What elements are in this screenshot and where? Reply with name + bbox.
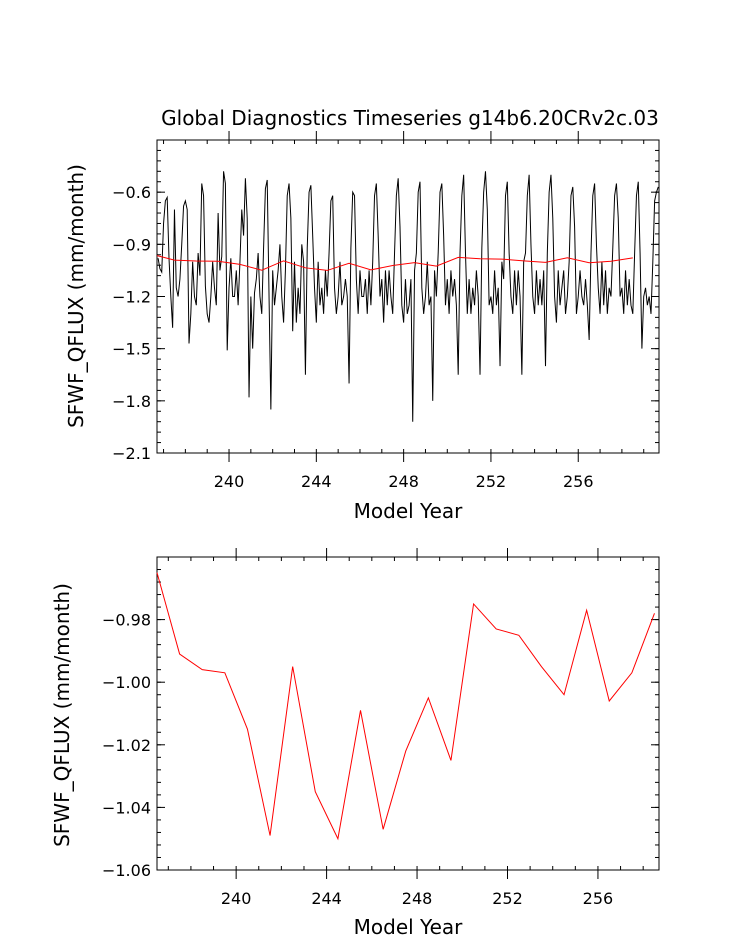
y-axis-top: −2.1 −1.8 −1.5 −1.2 −0.9 −0.6: [112, 139, 659, 463]
y-axis-label-top: SFWF_QFLUX (mm/month): [64, 164, 88, 428]
y-tick-label: −1.5: [112, 340, 151, 359]
y-tick-label: −1.02: [102, 736, 151, 755]
x-tick-label: 252: [476, 472, 507, 491]
y-tick-label: −0.6: [112, 183, 151, 202]
y-tick-label: −1.06: [102, 861, 151, 880]
y-tick-label: −2.1: [112, 444, 151, 463]
x-axis-top: 240 244 248 252 256: [163, 131, 645, 491]
y-axis-bottom: −1.06 −1.04 −1.02 −1.00 −0.98: [102, 556, 659, 880]
y-tick-label: −1.2: [112, 288, 151, 307]
x-tick-label: 248: [388, 472, 419, 491]
x-tick-label: 256: [583, 889, 614, 908]
series-line-annual-mean: [156, 255, 633, 271]
timeseries-chart-top: −2.1 −1.8 −1.5 −1.2 −0.9 −0.6 240 244 248 252 256…: [64, 131, 660, 523]
x-axis-label-bottom: Model Year: [354, 915, 464, 939]
plot-frame-bottom: [156, 556, 660, 871]
x-tick-label: 240: [221, 889, 252, 908]
x-tick-label: 252: [492, 889, 523, 908]
x-tick-label: 244: [311, 889, 342, 908]
x-tick-label: 240: [214, 472, 245, 491]
x-tick-label: 256: [563, 472, 594, 491]
x-axis-label-top: Model Year: [354, 499, 464, 523]
y-tick-label: −0.9: [112, 235, 151, 254]
y-tick-label: −1.8: [112, 392, 151, 411]
timeseries-chart-bottom: −1.06 −1.04 −1.02 −1.00 −0.98 240 244 248 252 25…: [50, 548, 660, 939]
x-tick-label: 244: [301, 472, 332, 491]
x-tick-label: 248: [402, 889, 433, 908]
series-line-monthly: [157, 171, 659, 422]
series-top: [156, 171, 659, 422]
y-tick-label: −0.98: [102, 611, 151, 630]
y-axis-label-bottom: SFWF_QFLUX (mm/month): [50, 583, 74, 847]
x-axis-bottom: 240 244 248 252 256: [167, 548, 644, 908]
y-tick-label: −1.00: [102, 673, 151, 692]
series-bottom: [156, 572, 655, 841]
chart-title: Global Diagnostics Timeseries g14b6.20CR…: [161, 106, 659, 130]
y-tick-label: −1.04: [102, 798, 151, 817]
series-line-annual-mean: [156, 572, 655, 841]
